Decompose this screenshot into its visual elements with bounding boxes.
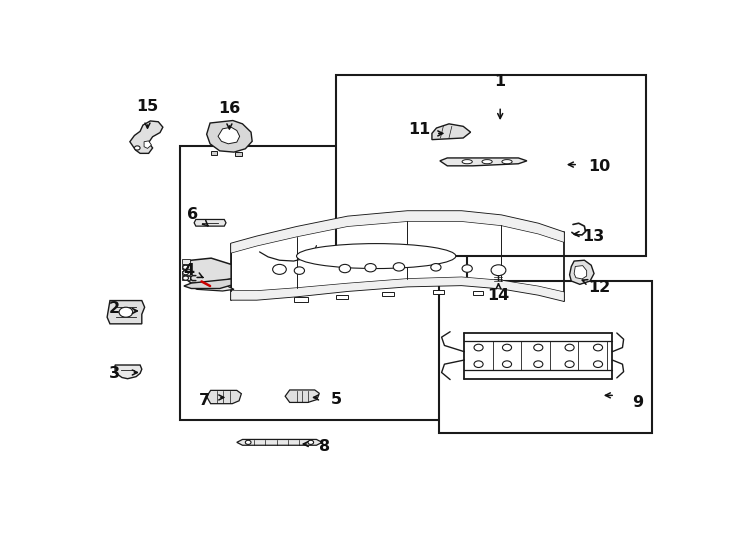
Polygon shape [570,260,594,285]
Circle shape [474,361,483,368]
Text: 3: 3 [109,366,120,381]
Circle shape [594,344,603,351]
Circle shape [493,267,504,274]
Circle shape [565,344,574,351]
Bar [181,276,189,280]
Circle shape [134,146,140,150]
Ellipse shape [482,160,493,164]
Polygon shape [231,211,564,253]
Polygon shape [231,277,564,301]
Bar [180,146,468,420]
Circle shape [491,265,506,275]
Circle shape [565,361,574,368]
Polygon shape [184,258,231,283]
Polygon shape [193,285,234,291]
Bar [181,259,189,264]
Text: 10: 10 [589,159,611,174]
Circle shape [183,276,189,280]
Polygon shape [432,124,470,140]
Bar [382,292,394,296]
Polygon shape [130,121,163,153]
Polygon shape [144,141,151,148]
Circle shape [308,440,313,444]
Bar [181,265,189,269]
Circle shape [594,361,603,368]
Circle shape [431,264,441,271]
Bar [235,152,242,156]
Bar [433,290,445,294]
Bar [336,295,348,299]
Bar [473,292,483,295]
Bar [181,271,189,275]
Circle shape [119,307,133,317]
Bar [294,297,308,302]
Polygon shape [207,390,241,404]
Bar [439,281,652,433]
Circle shape [474,344,483,351]
Bar [336,75,647,256]
Ellipse shape [502,160,512,164]
Circle shape [183,265,189,269]
Polygon shape [115,365,142,379]
Text: 4: 4 [183,263,194,278]
Text: 11: 11 [407,122,430,137]
Ellipse shape [462,160,472,164]
Circle shape [503,361,512,368]
Text: 14: 14 [487,288,509,303]
Polygon shape [285,390,319,402]
Polygon shape [207,120,252,152]
Text: 15: 15 [137,99,159,114]
Circle shape [272,265,286,274]
Polygon shape [440,158,527,166]
Text: 8: 8 [319,439,330,454]
Polygon shape [194,219,226,226]
Polygon shape [237,440,322,445]
Circle shape [183,271,189,275]
Polygon shape [218,127,239,144]
Circle shape [534,361,543,368]
Text: 16: 16 [218,101,241,116]
Text: 13: 13 [582,228,605,244]
Text: 1: 1 [495,74,506,89]
Text: 5: 5 [331,392,342,407]
Text: 12: 12 [589,280,611,295]
Text: 7: 7 [199,393,210,408]
Text: 2: 2 [109,301,120,315]
Text: 6: 6 [187,207,199,222]
Ellipse shape [297,244,456,268]
Polygon shape [184,279,231,288]
Circle shape [534,344,543,351]
Circle shape [294,267,305,274]
Circle shape [393,263,404,271]
Bar [211,151,217,156]
Circle shape [503,344,512,351]
Circle shape [339,265,351,273]
Polygon shape [574,266,586,279]
Circle shape [245,440,251,444]
Circle shape [365,264,376,272]
Polygon shape [107,301,145,324]
Circle shape [462,265,472,272]
Text: 9: 9 [632,395,644,410]
